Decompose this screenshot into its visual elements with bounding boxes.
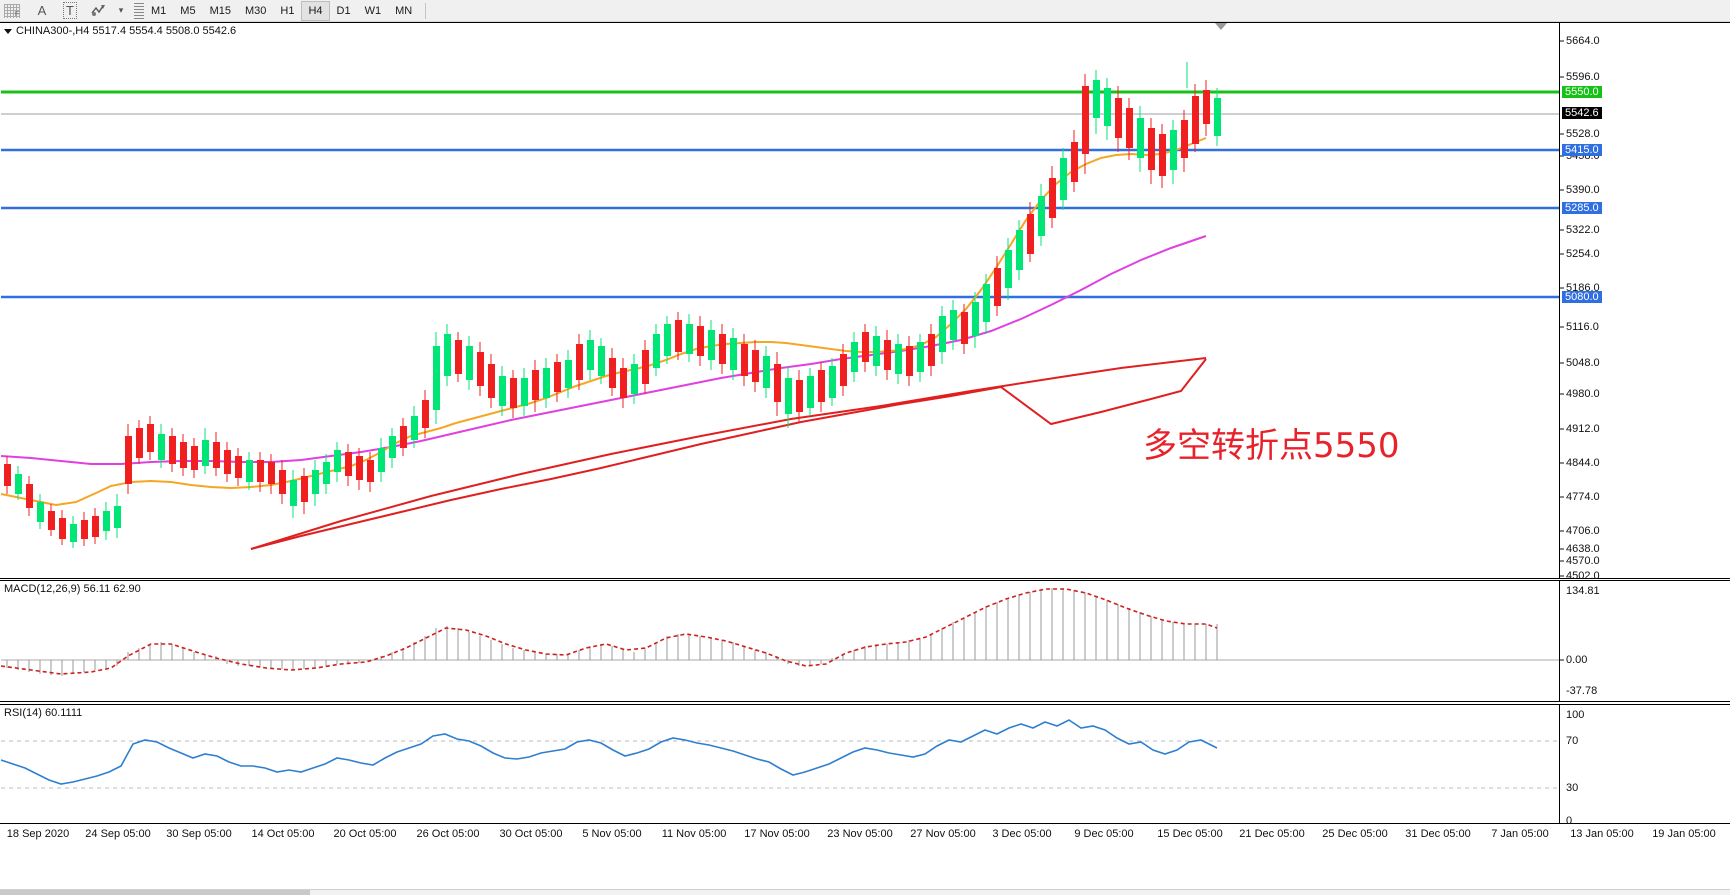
price-panel[interactable]: CHINA300-,H4 5517.4 5554.4 5508.0 5542.6 [0, 22, 1730, 582]
time-tick: 30 Sep 05:00 [166, 828, 232, 840]
time-tick: 18 Sep 2020 [6, 828, 70, 840]
time-tick: 30 Oct 05:00 [499, 828, 563, 840]
time-tick: 13 Jan 05:00 [1570, 828, 1634, 840]
chart-annotation: 多空转折点5550 [1143, 426, 1400, 466]
rsi-tick: 30 [1566, 782, 1579, 794]
macd-signal-line [1, 588, 1218, 675]
time-tick: 26 Oct 05:00 [416, 828, 480, 840]
macd-tick: -37.78 [1566, 685, 1598, 697]
timeframe-h4[interactable]: H4 [301, 0, 330, 21]
ma-mid-line [1, 235, 1207, 465]
price-tick: 5390.0 [1560, 184, 1600, 196]
time-tick: 25 Dec 05:00 [1322, 828, 1388, 840]
time-tick: 14 Oct 05:00 [251, 828, 315, 840]
time-tick: 7 Jan 05:00 [1491, 828, 1549, 840]
rsi-panel[interactable]: RSI(14) 60.1111 100 70 30 0 [0, 704, 1730, 827]
level-tag-5080[interactable]: 5080.0 [1562, 291, 1602, 303]
price-tick: 4774.0 [1560, 491, 1600, 503]
macd-panel[interactable]: MACD(12,26,9) 56.11 62.90 [0, 580, 1730, 702]
main-toolbar: F A T ▾ M1 M5 M15 M30 H1 H4 D1 W1 MN [0, 0, 1730, 22]
text-tool-icon[interactable]: A [37, 3, 47, 18]
timeframe-w1[interactable]: W1 [364, 4, 382, 17]
rsi-header: RSI(14) 60.1111 [4, 707, 83, 719]
macd-header: MACD(12,26,9) 56.11 62.90 [4, 583, 141, 595]
rsi-plot[interactable] [1, 706, 1559, 824]
level-tag-5415[interactable]: 5415.0 [1562, 144, 1602, 156]
time-tick: 20 Oct 05:00 [333, 828, 397, 840]
time-tick: 17 Nov 05:00 [744, 828, 810, 840]
macd-histogram [6, 588, 1218, 676]
macd-svg [1, 588, 1559, 676]
time-tick: 24 Sep 05:00 [85, 828, 151, 840]
price-tick: 4844.0 [1560, 457, 1600, 469]
time-tick: 23 Nov 05:00 [827, 828, 893, 840]
text-box-tool-icon[interactable]: T [56, 1, 84, 21]
time-tick: 21 Dec 05:00 [1239, 828, 1305, 840]
crosshair-grid-icon[interactable]: F [0, 1, 28, 21]
level-tag-5550[interactable]: 5550.0 [1562, 86, 1602, 98]
price-tick: 5664.0 [1560, 35, 1600, 47]
scrollbar-thumb[interactable] [0, 890, 310, 895]
rsi-tick: 0 [1566, 815, 1573, 827]
timeframe-h1[interactable]: H1 [280, 4, 295, 17]
timeframe-strip: M1 M5 M15 M30 H1 H4 D1 W1 MN [144, 0, 419, 22]
price-axis[interactable]: 5664.0 5596.0 5528.0 5458.0 5390.0 5322.… [1559, 23, 1729, 582]
price-tick: 4570.0 [1560, 555, 1600, 567]
candlestick-series [4, 62, 1221, 548]
time-tick: 3 Dec 05:00 [992, 828, 1052, 840]
time-tick: 19 Jan 05:00 [1652, 828, 1716, 840]
time-tick: 11 Nov 05:00 [661, 828, 727, 840]
price-tick: 4638.0 [1560, 543, 1600, 555]
price-tick: 5322.0 [1560, 224, 1600, 236]
price-tick: 4912.0 [1560, 423, 1600, 435]
rsi-line [1, 719, 1218, 785]
rsi-tick: 70 [1566, 735, 1579, 747]
timeframe-d1[interactable]: D1 [336, 4, 351, 17]
price-tick: 5254.0 [1560, 248, 1600, 260]
timeframe-m5[interactable]: M5 [180, 4, 196, 17]
ma-slow-line [250, 358, 1207, 550]
ma-slow-line-2 [250, 357, 1207, 550]
time-tick: 15 Dec 05:00 [1157, 828, 1223, 840]
price-plot[interactable] [1, 24, 1559, 579]
time-axis[interactable]: 18 Sep 2020 24 Sep 05:00 30 Sep 05:00 14… [0, 826, 1730, 848]
price-level-lines [1, 90, 1559, 299]
rsi-axis[interactable]: 100 70 30 0 [1559, 705, 1729, 827]
horizontal-scrollbar[interactable] [0, 889, 1730, 895]
level-tag-5285[interactable]: 5285.0 [1562, 202, 1602, 214]
dropdown-arrow-icon[interactable]: ▾ [118, 5, 124, 15]
candle-group-1 [4, 62, 1221, 548]
symbol-label: CHINA300-,H4 5517.4 5554.4 5508.0 5542.6 [16, 25, 237, 37]
price-tick: 4980.0 [1560, 388, 1600, 400]
timeframe-m1[interactable]: M1 [151, 4, 167, 17]
price-tick: 4502.0 [1560, 570, 1600, 582]
time-tick: 5 Nov 05:00 [582, 828, 642, 840]
price-svg [1, 62, 1559, 550]
price-tick: 5048.0 [1560, 357, 1600, 369]
toolbar-divider [425, 2, 427, 19]
time-tick: 31 Dec 05:00 [1405, 828, 1471, 840]
price-tick: 5596.0 [1560, 71, 1600, 83]
timeframe-m30[interactable]: M30 [244, 4, 267, 17]
price-tick: 5528.0 [1560, 128, 1600, 140]
rsi-svg [1, 719, 1559, 789]
macd-plot[interactable] [1, 582, 1559, 702]
time-tick: 27 Nov 05:00 [910, 828, 976, 840]
macd-tick: 134.81 [1566, 585, 1600, 597]
timeframe-m15[interactable]: M15 [209, 4, 231, 17]
timeframe-divider [134, 2, 144, 19]
chart-area[interactable]: CHINA300-,H4 5517.4 5554.4 5508.0 5542.6 [0, 22, 1730, 895]
chart-top-marker-icon [1215, 23, 1227, 30]
collapse-caret-icon[interactable] [4, 28, 12, 34]
time-tick: 9 Dec 05:00 [1074, 828, 1134, 840]
timeframe-mn[interactable]: MN [395, 4, 413, 17]
price-tick: 4706.0 [1560, 525, 1600, 537]
macd-tick: 0.00 [1560, 654, 1587, 666]
rsi-tick: 100 [1566, 709, 1585, 721]
symbol-header: CHINA300-,H4 5517.4 5554.4 5508.0 5542.6 [4, 25, 236, 37]
current-price-tag[interactable]: 5542.6 [1562, 107, 1602, 119]
macd-axis[interactable]: 134.81 0.00 -37.78 [1559, 581, 1729, 702]
objects-tool-icon[interactable] [84, 1, 112, 21]
price-tick: 5116.0 [1560, 321, 1599, 333]
